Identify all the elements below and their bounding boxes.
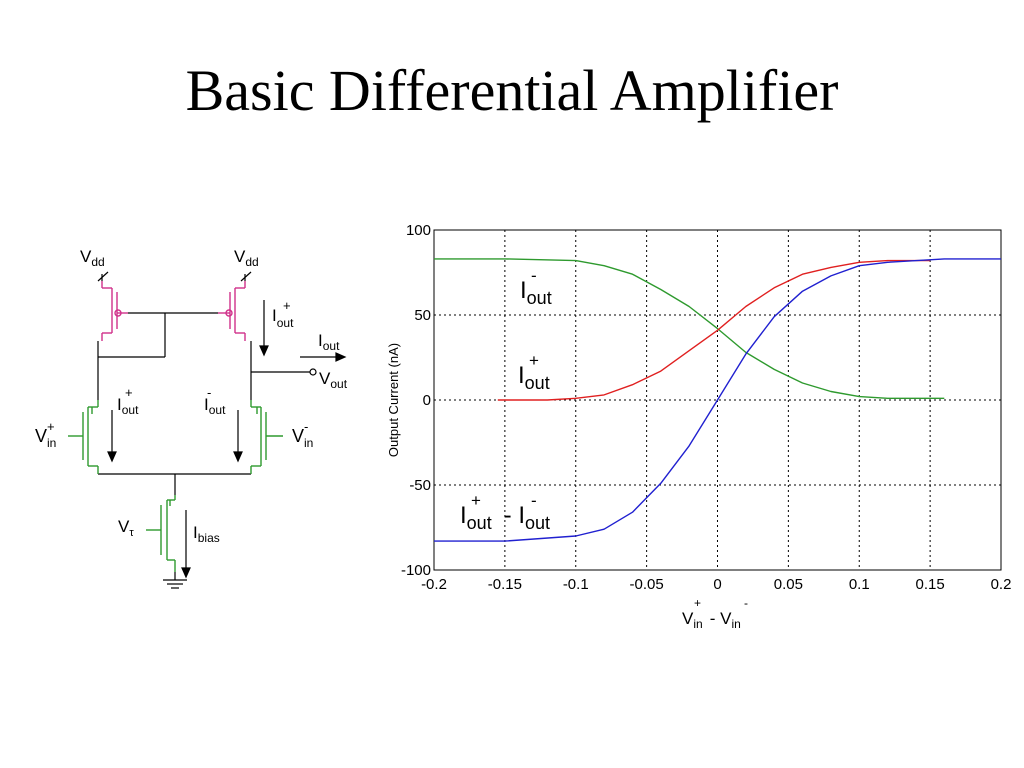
series-lines [434, 258, 1001, 542]
x-tick-label: 0 [713, 576, 721, 593]
x-tick-label: 0.1 [849, 576, 870, 593]
x-axis-label: Vin+ - Vin- [682, 596, 748, 631]
vdd-right-label: Vdd [234, 247, 259, 269]
y-tick-label: -100 [401, 562, 431, 579]
nmos-left-transistor [68, 400, 99, 474]
x-tick-label: 0.15 [916, 576, 945, 593]
vin-plus-label: Vin+ [35, 419, 56, 450]
y-tick-label: 100 [406, 222, 431, 239]
ibias-label: Ibias [193, 523, 220, 545]
differential-amplifier-schematic: Vdd Vdd Iout+ Iout Vout Iout+ Iout- Vin+… [35, 247, 348, 589]
vout-label: Vout [319, 369, 348, 391]
mirror-wiring [97, 312, 310, 495]
y-tick-labels: 100 50 0 -50 -100 [401, 222, 431, 579]
annotation-iout-plus: Iout+ [518, 351, 550, 393]
iout-plus-mirror-label: Iout+ [272, 298, 294, 330]
annotation-iout-difference: Iout+ - Iout- [460, 491, 550, 533]
annotation-iout-minus: Iout- [520, 266, 552, 308]
slide-title: Basic Differential Amplifier [185, 58, 839, 123]
series-iout-difference-line [434, 258, 1001, 542]
x-tick-label: -0.15 [488, 576, 522, 593]
y-tick-label: 50 [414, 307, 431, 324]
x-tick-labels: -0.2 -0.15 -0.1 -0.05 0 0.05 0.1 0.15 0.2 [421, 576, 1011, 593]
x-tick-label: 0.05 [774, 576, 803, 593]
y-axis-label: Output Current (nA) [386, 343, 401, 457]
series-iout-plus-line [497, 259, 931, 401]
x-tick-label: -0.1 [563, 576, 589, 593]
ground-symbol [163, 572, 187, 589]
vin-minus-label: Vin- [292, 419, 313, 450]
iout-plus-left-label: Iout+ [117, 385, 139, 417]
y-tick-label: -50 [409, 477, 431, 494]
vtau-label: Vτ [118, 517, 134, 539]
x-tick-label: -0.05 [630, 576, 664, 593]
vdd-left-label: Vdd [80, 247, 105, 269]
y-tick-label: 0 [423, 392, 431, 409]
bias-transistor [146, 495, 176, 572]
series-iout-minus-line [434, 258, 945, 399]
iout-minus-right-label: Iout- [204, 385, 226, 417]
x-tick-label: -0.2 [421, 576, 447, 593]
pmos-right-transistor [218, 281, 246, 341]
current-arrows [107, 300, 347, 579]
nmos-right-transistor [250, 400, 283, 474]
pmos-left-transistor [101, 281, 128, 341]
iout-label: Iout [318, 331, 340, 353]
output-node [309, 368, 317, 376]
x-tick-label: 0.2 [991, 576, 1012, 593]
vdd-supply-ticks [97, 271, 252, 282]
